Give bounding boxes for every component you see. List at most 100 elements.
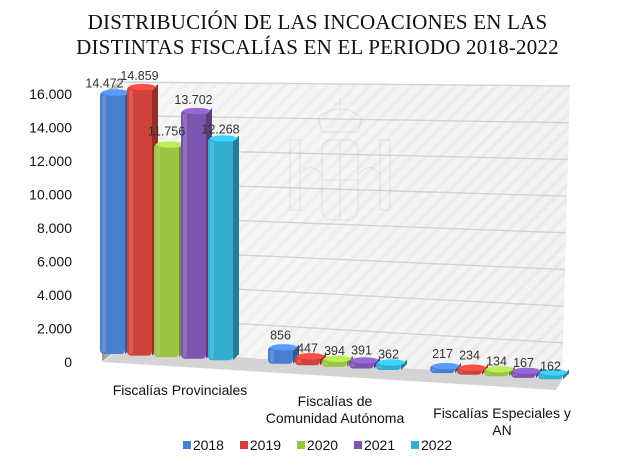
bar-highlight [210, 141, 214, 359]
bar-side [563, 369, 569, 380]
category-label-1-line-2: Comunidad Autónoma [265, 410, 405, 426]
legend-swatch [239, 441, 248, 450]
chart-title-line-2: DISTINTAS FISCALÍAS EN EL PERIODO 2018-2… [76, 35, 559, 59]
bar-top [351, 357, 378, 364]
chart-title: DISTRIBUCIÓN DE LAS INCOACIONES EN LAS D… [0, 10, 635, 60]
category-label-2-line-1: Fiscalías Especiales y [433, 405, 571, 421]
legend-swatch [296, 441, 305, 450]
bar-2020-2 [484, 366, 515, 377]
bar-2018-1 [268, 344, 299, 364]
bar-2022-1 [376, 359, 407, 371]
bar-top [378, 359, 405, 366]
bar-front [268, 346, 293, 364]
bar-highlight [459, 370, 463, 373]
y-tick-label: 2.000 [37, 321, 72, 337]
y-tick-label: 6.000 [37, 254, 72, 270]
data-label-2021-1: 391 [351, 343, 372, 357]
bar-highlight [540, 375, 544, 378]
bar-highlight [129, 90, 133, 354]
bar-side [401, 359, 407, 371]
bar-highlight [378, 365, 382, 369]
category-label-2: Fiscalías Especiales y AN [412, 405, 592, 439]
data-label-2019-0: 14.859 [120, 69, 158, 83]
legend-item-2022: 2022 [411, 437, 452, 453]
data-label-2021-0: 13.702 [174, 93, 212, 107]
bar-2021-0 [181, 107, 212, 359]
watermark-emblem [289, 98, 391, 221]
bar-highlight [486, 372, 490, 375]
category-label-2-line-2: AN [492, 422, 512, 438]
legend-item-2018: 2018 [182, 437, 224, 453]
data-label-2020-0: 11.756 [148, 125, 185, 139]
bar-highlight [297, 359, 301, 364]
bar-front [208, 137, 233, 361]
data-label-2018-2: 217 [432, 347, 453, 361]
legend-item-2019: 2019 [239, 437, 282, 453]
legend-swatch [353, 441, 362, 450]
bar-side [233, 135, 239, 361]
bar-top [270, 344, 297, 351]
bar-2018-2 [430, 362, 461, 374]
bar-top [297, 353, 324, 360]
bar-top [210, 135, 237, 142]
y-tick-label: 0 [64, 354, 72, 370]
data-label-2022-2: 162 [540, 359, 561, 373]
data-label-2022-1: 362 [378, 347, 399, 361]
bar-top [459, 364, 486, 371]
data-label-2021-2: 167 [513, 356, 534, 370]
bar-highlight [351, 363, 355, 367]
legend-item-2020: 2020 [296, 437, 339, 453]
y-tick-label: 10.000 [29, 187, 72, 203]
data-label-2018-0: 14.472 [85, 77, 123, 91]
legend-item-2021: 2021 [353, 437, 395, 453]
data-label-2019-2: 234 [459, 349, 480, 363]
y-tick-label: 14.000 [29, 120, 72, 136]
chart-title-line-1: DISTRIBUCIÓN DE LAS INCOACIONES EN LAS [87, 10, 548, 34]
data-label-2019-1: 447 [297, 341, 318, 355]
data-label-2018-1: 856 [270, 328, 291, 342]
bar-2018-0 [100, 89, 131, 354]
bar-top [486, 366, 513, 373]
bar-top [102, 89, 129, 96]
gridline [117, 81, 571, 87]
bar-front [154, 143, 179, 358]
legend-label: 2019 [249, 437, 282, 453]
bar-highlight [156, 147, 160, 356]
bar-highlight [102, 95, 106, 352]
category-label-0-line-1: Fiscalías Provinciales [112, 382, 248, 398]
bar-front [181, 110, 206, 359]
bar-2022-2 [538, 369, 569, 380]
bar-top [540, 369, 567, 376]
bar-2021-2 [511, 367, 542, 378]
bar-front [127, 86, 152, 356]
legend-label: 2020 [306, 437, 339, 453]
bar-top [183, 107, 210, 115]
legend-label: 2022 [421, 437, 453, 453]
data-label-2022-0: 12.268 [201, 122, 239, 136]
bar-top [129, 83, 156, 91]
bar-highlight [432, 369, 436, 372]
bar-2020-0 [154, 141, 185, 358]
bar-top [513, 367, 540, 375]
bar-highlight [513, 373, 517, 376]
legend-swatch [182, 441, 191, 450]
category-label-0: Fiscalías Provinciales [95, 382, 265, 399]
y-tick-label: 8.000 [37, 220, 72, 236]
legend-swatch [411, 441, 420, 450]
data-label-2020-2: 134 [486, 354, 507, 368]
data-label-2020-1: 394 [324, 344, 345, 358]
y-tick-label: 4.000 [37, 287, 72, 303]
bar-top [432, 362, 459, 370]
bar-2021-1 [349, 357, 380, 369]
bar-top [156, 141, 183, 148]
legend: 2018 2019 2020 2021 2022 [0, 437, 635, 453]
bar-front [100, 91, 125, 354]
bar-2019-2 [457, 364, 488, 375]
bar-top [324, 355, 351, 362]
category-label-1: Fiscalías de Comunidad Autónoma [250, 393, 420, 427]
bar-highlight [183, 114, 187, 357]
bar-highlight [324, 361, 328, 365]
legend-label: 2018 [192, 437, 224, 453]
y-tick-label: 16.000 [29, 86, 72, 102]
